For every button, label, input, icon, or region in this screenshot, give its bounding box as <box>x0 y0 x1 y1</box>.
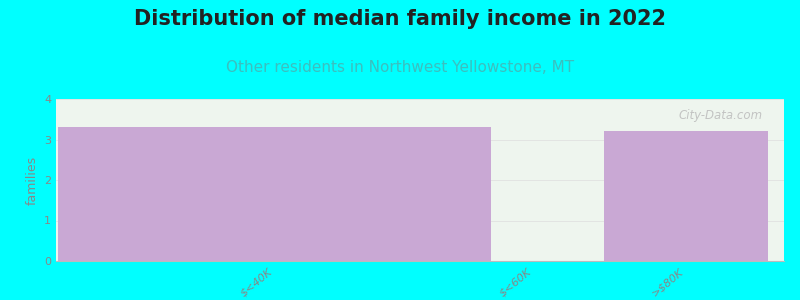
Text: Other residents in Northwest Yellowstone, MT: Other residents in Northwest Yellowstone… <box>226 60 574 75</box>
Bar <box>58 127 491 261</box>
Text: City-Data.com: City-Data.com <box>678 109 762 122</box>
Text: Distribution of median family income in 2022: Distribution of median family income in … <box>134 9 666 29</box>
Bar <box>604 131 768 261</box>
Y-axis label: families: families <box>26 155 38 205</box>
